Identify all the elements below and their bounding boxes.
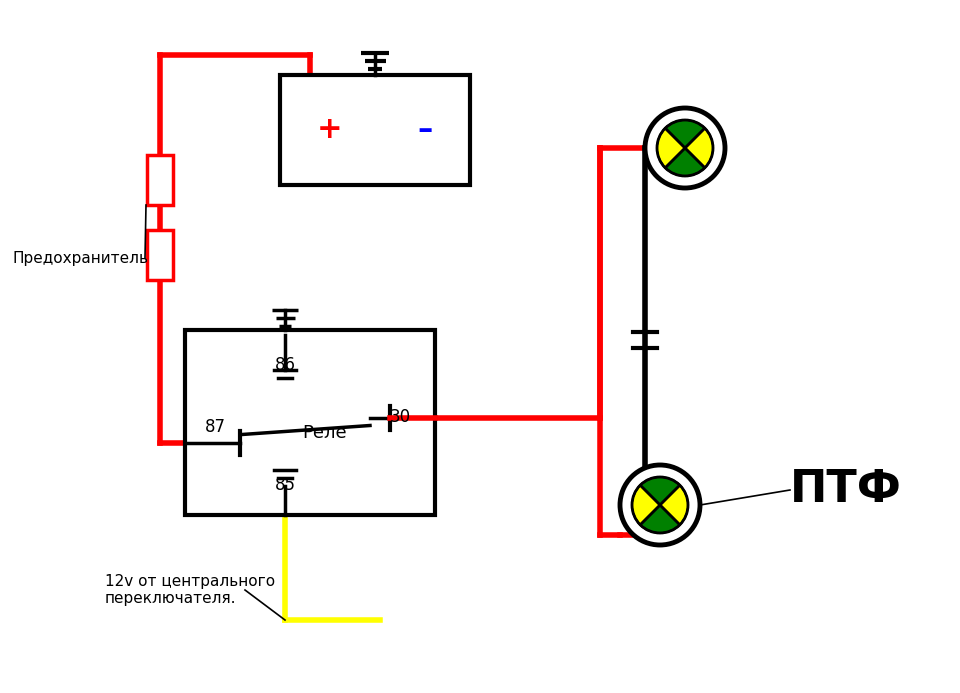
Text: 85: 85: [275, 476, 296, 494]
Wedge shape: [660, 485, 688, 525]
Bar: [147, 155, 173, 205]
Bar: [147, 230, 173, 280]
Text: Реле: Реле: [302, 423, 348, 441]
Wedge shape: [665, 120, 705, 148]
Text: –: –: [418, 116, 433, 145]
Wedge shape: [640, 477, 680, 505]
Wedge shape: [657, 128, 685, 168]
Text: Предохранитель: Предохранитель: [12, 250, 148, 265]
Text: 12v от центрального
переключателя.: 12v от центрального переключателя.: [105, 574, 276, 606]
Text: ПТФ: ПТФ: [790, 468, 901, 511]
Text: 86: 86: [275, 356, 296, 374]
Bar: [185, 330, 435, 515]
Circle shape: [620, 465, 700, 545]
Wedge shape: [665, 148, 705, 176]
Wedge shape: [640, 505, 680, 533]
Circle shape: [645, 108, 725, 188]
Wedge shape: [632, 485, 660, 525]
Bar: [280, 75, 470, 185]
Wedge shape: [685, 128, 713, 168]
Text: 30: 30: [390, 408, 411, 426]
Text: +: +: [317, 116, 343, 145]
Text: 87: 87: [204, 419, 226, 437]
